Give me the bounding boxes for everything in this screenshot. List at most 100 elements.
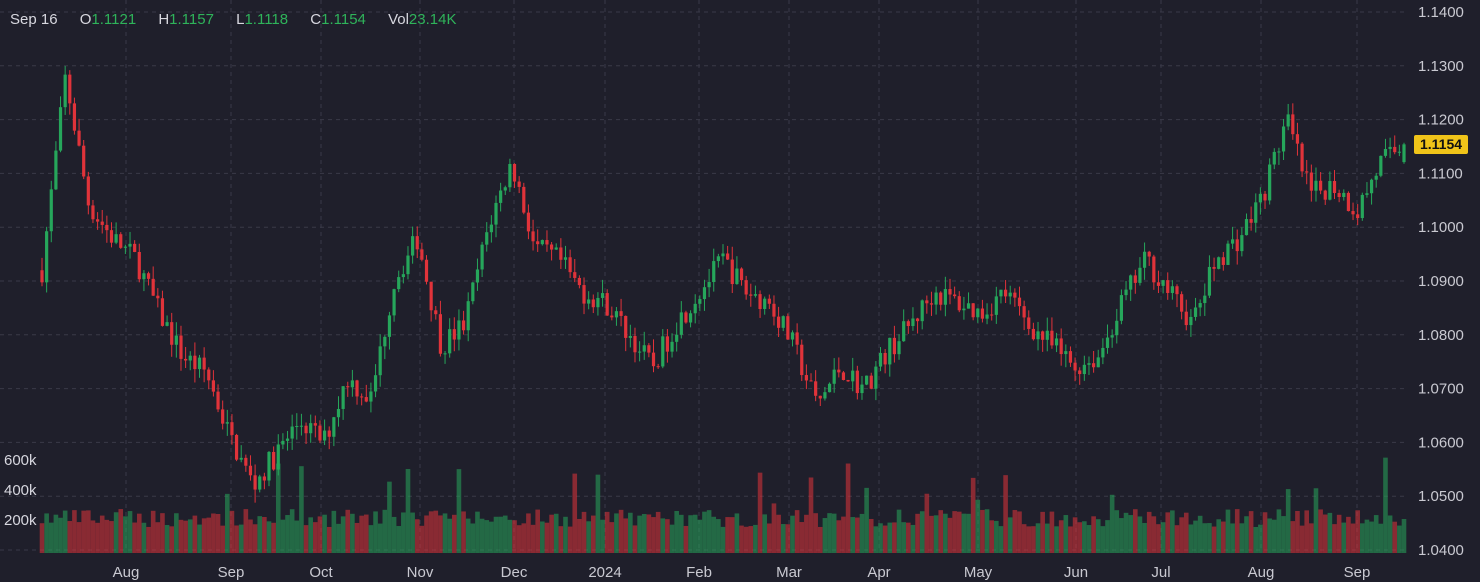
volume-bar	[822, 518, 828, 553]
candle-body	[749, 294, 753, 296]
candle-body	[656, 366, 660, 368]
volume-bar	[1063, 515, 1069, 553]
candle-body	[272, 451, 276, 470]
volume-bar	[1355, 510, 1360, 553]
volume-bar	[442, 513, 448, 553]
time-tick-label: Apr	[867, 564, 890, 581]
candle-body	[1017, 297, 1022, 307]
volume-bar	[767, 523, 772, 553]
volume-bar	[1077, 522, 1083, 553]
candle-body	[568, 257, 572, 273]
volume-bar	[1170, 510, 1175, 553]
candle-body	[994, 296, 998, 315]
volume-bar	[308, 517, 313, 553]
candle-body	[1022, 306, 1026, 318]
candle-body	[429, 281, 433, 311]
price-tick-label: 1.1100	[1418, 165, 1463, 182]
candle-body	[1096, 357, 1100, 368]
candle-body	[1268, 164, 1272, 201]
volume-bar	[567, 526, 573, 553]
candle-body	[888, 337, 892, 365]
candle-body	[688, 313, 693, 323]
candle-body	[1369, 179, 1374, 194]
candle-body	[804, 375, 808, 381]
volume-bar	[187, 519, 193, 553]
volume-bar	[493, 516, 499, 553]
volume-bar	[174, 513, 179, 553]
candle-body	[1082, 364, 1086, 375]
volume-bar	[655, 511, 661, 553]
candle-body	[684, 312, 688, 323]
legend-high-label: H	[158, 11, 170, 28]
candle-body	[485, 232, 489, 245]
candle-body	[1235, 239, 1239, 252]
time-tick-label: Jul	[1151, 564, 1170, 581]
candle-body	[146, 273, 151, 279]
candle-body	[591, 299, 595, 308]
volume-bar	[1387, 515, 1393, 553]
candle-body	[929, 303, 934, 305]
volume-bar	[48, 522, 54, 553]
candle-body	[1203, 295, 1207, 304]
candle-body	[346, 386, 350, 388]
candle-body	[869, 375, 873, 389]
candle-body	[262, 476, 266, 481]
volume-bar	[1123, 512, 1129, 553]
volume-bar	[479, 518, 485, 553]
volume-bar	[776, 514, 781, 553]
price-tick-label: 1.1400	[1418, 4, 1464, 21]
candle-body	[471, 282, 475, 302]
candle-body	[360, 396, 364, 398]
volume-bar	[465, 518, 471, 553]
volume-bar	[674, 510, 679, 553]
candle-body	[105, 224, 109, 231]
volume-bar	[688, 515, 693, 553]
candle-body	[1031, 328, 1035, 340]
candle-body	[480, 244, 484, 270]
candle-body	[406, 255, 410, 275]
candle-body	[790, 332, 795, 340]
candle-body	[1323, 190, 1327, 200]
volume-bar	[1397, 525, 1402, 553]
volume-bar	[1262, 512, 1268, 553]
volume-bar	[1031, 526, 1036, 553]
candle-body	[221, 409, 225, 424]
volume-bar	[350, 513, 355, 553]
volume-bar	[1383, 457, 1388, 553]
candle-body	[600, 293, 605, 298]
candle-body	[628, 335, 632, 338]
volume-bar	[813, 513, 818, 553]
grid-lines	[0, 0, 1408, 551]
volume-bar	[113, 512, 119, 553]
volume-bar	[549, 514, 554, 553]
candle-body	[549, 244, 554, 250]
volume-bar	[313, 522, 318, 553]
volume-bar	[299, 466, 304, 553]
candle-body	[448, 329, 452, 354]
price-tick-label: 1.0500	[1418, 488, 1464, 505]
candle-body	[1249, 219, 1253, 223]
candle-body	[512, 163, 517, 182]
volume-bar	[1332, 524, 1337, 553]
volume-tick-label: 600k	[4, 452, 37, 469]
candle-body	[624, 315, 628, 338]
volume-bar	[702, 511, 707, 553]
candle-body	[1180, 294, 1184, 312]
candle-body	[716, 256, 720, 262]
candle-body	[466, 301, 470, 331]
volume-bar	[618, 509, 624, 553]
candle-body	[355, 380, 359, 397]
volume-bar	[970, 477, 976, 553]
candle-body	[605, 293, 609, 316]
volume-bar	[1244, 516, 1249, 553]
volume-bar	[1202, 523, 1208, 553]
volume-bar	[401, 512, 406, 553]
volume-bar	[604, 511, 610, 553]
volume-bar	[340, 516, 346, 553]
volume-bar	[1086, 525, 1092, 553]
candle-body	[499, 190, 503, 203]
candle-body	[123, 246, 127, 248]
volume-bar	[697, 519, 703, 553]
volume-bar	[808, 477, 814, 553]
